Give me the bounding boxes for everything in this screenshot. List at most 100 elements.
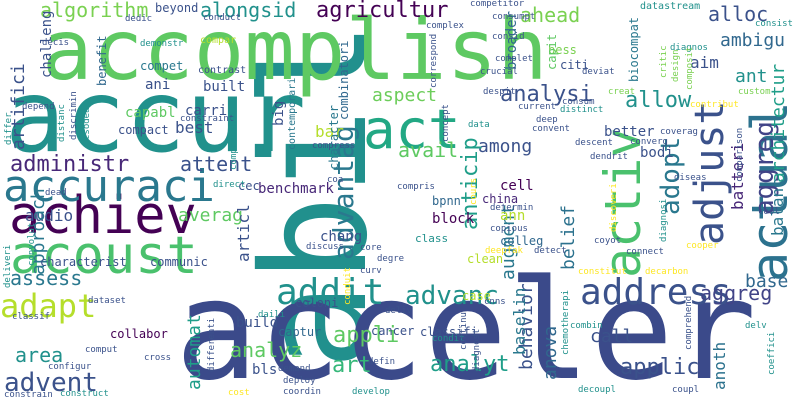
word-anoth: anoth	[710, 341, 729, 390]
word-big: big	[271, 100, 287, 126]
word-dead: dead	[45, 188, 67, 198]
word-discrimin: discrimin	[69, 91, 79, 140]
word-compris: compris	[397, 182, 435, 192]
word-characterist: characterist	[40, 255, 127, 269]
word-cnns: cnns	[484, 297, 506, 307]
word-deliv: deliv	[385, 306, 413, 316]
word-defin: defin	[368, 357, 396, 367]
word-constitut: constitut	[578, 267, 627, 277]
word-consumpt: consumpt	[492, 12, 536, 22]
word-csodea: csodea	[82, 107, 92, 140]
word-construct: construct	[60, 389, 109, 399]
word-block: block	[432, 211, 475, 227]
word-acoust: acoust	[10, 226, 198, 286]
word-comprehens: comprehens	[229, 115, 239, 170]
word-deepfak: deepfak	[485, 246, 523, 256]
word-captur: captur	[278, 325, 322, 339]
word-bess: bess	[548, 43, 577, 57]
word-daili: daili	[258, 310, 286, 320]
word-comparison: comparison	[735, 127, 745, 182]
word-base: base	[745, 271, 789, 292]
word-assess: assess	[10, 266, 83, 290]
word-cross: cross	[144, 353, 172, 363]
word-act: act	[363, 98, 461, 161]
word-compet: compet	[140, 59, 184, 73]
word-class: class	[415, 232, 449, 245]
word-cec: cec	[238, 179, 260, 193]
word-accomplish: accomplish	[42, 1, 548, 99]
word-beyond: beyond	[155, 1, 199, 15]
word-core: core	[360, 243, 382, 253]
word-current: current	[518, 102, 556, 112]
word-achiev: achiev	[9, 186, 197, 246]
word-decoupl: decoupl	[578, 385, 616, 395]
word-distinct: distinct	[560, 105, 604, 115]
word-cool: cool	[758, 207, 780, 217]
word-connect: connect	[626, 247, 664, 257]
word-deviat: deviat	[582, 67, 615, 77]
word-analyt: analyt	[430, 352, 510, 377]
word-copious: copious	[490, 224, 528, 234]
word-crucial: crucial	[480, 67, 518, 77]
word-coordin: coordin	[283, 387, 321, 397]
word-built: built	[203, 79, 246, 95]
word-belief: belief	[558, 204, 579, 270]
word-automat: automat	[184, 314, 205, 390]
word-develop: develop	[352, 387, 390, 397]
word-direct: direct	[213, 180, 246, 190]
word-descent: descent	[575, 138, 613, 148]
word-case: case	[462, 289, 491, 303]
word-combin: combin	[570, 321, 603, 331]
word-aim: aim	[690, 53, 719, 72]
word-contemporari: contemporari	[287, 77, 298, 150]
word-contrast: contrast	[198, 65, 247, 76]
word-convolut: convolut	[27, 222, 37, 266]
word-accuraci: accuraci	[3, 161, 215, 212]
word-correspond: correspond	[429, 33, 439, 88]
word-constrain: constrain	[4, 390, 53, 400]
word-compress: compress	[312, 141, 356, 151]
word-build: build	[236, 315, 279, 331]
word-chang: chang	[320, 229, 363, 245]
word-configur: configur	[48, 362, 92, 372]
word-diseas: diseas	[674, 173, 707, 183]
word-capit: capit	[545, 33, 559, 70]
word-benchmark: benchmark	[258, 181, 334, 197]
word-anova: anova	[540, 325, 561, 380]
word-baselin: baselin	[510, 287, 529, 355]
word-coyot: coyot	[594, 236, 622, 246]
word-alongsid: alongsid	[200, 0, 297, 22]
word-despit: despit	[483, 87, 516, 97]
word-ahead: ahead	[520, 3, 581, 27]
word-coverag: coverag	[660, 127, 698, 137]
word-cost: cost	[228, 388, 250, 398]
word-composit: composit	[685, 46, 695, 90]
word-cours: cours	[469, 177, 479, 205]
word-comprehend: comprehend	[684, 295, 694, 350]
word-cancer: cancer	[371, 324, 415, 338]
word-bodi: bodi	[640, 145, 674, 161]
word-algorithm: algorithm	[40, 0, 149, 22]
word-ann: ann	[500, 208, 526, 224]
word-classif: classif	[12, 312, 50, 322]
word-data: data	[468, 120, 490, 130]
word-carri: carri	[185, 103, 228, 119]
word-agricultur: agricultur	[316, 0, 449, 23]
word-determin: determin	[490, 203, 534, 213]
word-deploy: deploy	[283, 376, 316, 386]
word-call: call	[590, 326, 634, 347]
word-bls: bls	[252, 362, 278, 378]
word-benefit: benefit	[95, 35, 109, 86]
word-deep: deep	[536, 115, 558, 125]
word-addit: addit	[276, 272, 385, 313]
word-dedic: dedic	[125, 14, 153, 24]
word-competitor: competitor	[470, 0, 525, 9]
word-audio: audio	[25, 206, 74, 225]
word-articl: articl	[234, 204, 253, 262]
word-averag: averag	[178, 205, 244, 226]
word-diagnost: diagnost	[472, 328, 482, 372]
word-datastream: datastream	[640, 1, 701, 12]
word-collabor: collabor	[110, 327, 168, 341]
word-bpnn: bpnn	[432, 194, 461, 208]
word-analysi: analysi	[500, 82, 593, 107]
